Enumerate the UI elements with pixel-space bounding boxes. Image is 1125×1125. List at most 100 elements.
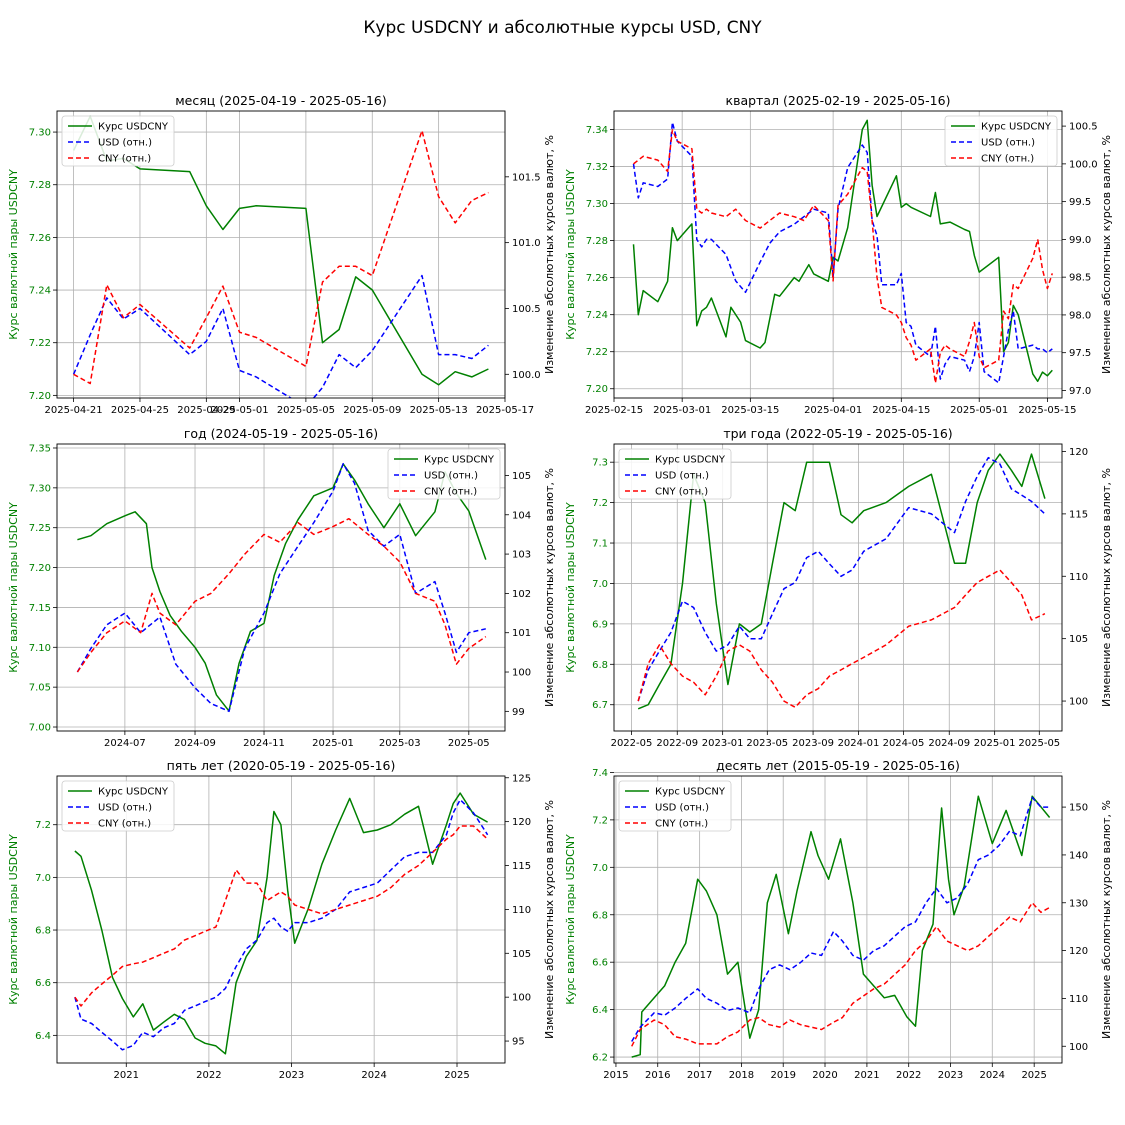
y-left-axis-label: Курс валютной пары USDCNY (564, 502, 577, 673)
y-left-tick-label: 6.4 (35, 1031, 51, 1042)
legend-label: Курс USDCNY (655, 787, 726, 798)
x-tick-label: 2021 (854, 1070, 879, 1081)
y-left-tick-label: 7.00 (29, 723, 51, 734)
series-line-cny (76, 517, 487, 673)
x-tick-label: 2025-02-15 (585, 405, 643, 416)
y-right-tick-label: 102 (512, 589, 531, 600)
x-tick-label: 2020 (812, 1070, 837, 1081)
x-tick-label: 2025-05 (1018, 738, 1060, 749)
y-right-tick-label: 101.5 (512, 172, 541, 183)
x-tick-label: 2025-03 (379, 738, 421, 749)
y-left-tick-label: 7.15 (29, 603, 51, 614)
y-right-axis-label: Изменение абсолютных курсов валют, % (543, 468, 556, 707)
x-tick-label: 2025-05-17 (476, 405, 534, 416)
subplot-4: три года (2022-05-19 - 2025-05-16) 2022-0… (564, 426, 1113, 749)
series-line-usd (74, 798, 489, 1051)
y-left-axis-label: Курс валютной пары USDCNY (7, 834, 20, 1005)
series-line-usd (76, 462, 486, 713)
y-right-tick-label: 105 (512, 471, 531, 482)
x-tick-label: 2025-03-01 (653, 405, 711, 416)
y-left-tick-label: 7.25 (29, 523, 51, 534)
y-right-tick-label: 100.0 (1069, 159, 1098, 170)
plot-frame (56, 775, 506, 1064)
y-left-tick-label: 7.20 (586, 384, 608, 395)
y-left-axis-label: Курс валютной пары USDCNY (564, 834, 577, 1005)
y-right-axis-label: Изменение абсолютных курсов валют, % (1100, 468, 1113, 707)
legend-box (61, 115, 175, 167)
y-right-tick-label: 98.5 (1069, 273, 1091, 284)
x-tick-label: 2025 (1021, 1070, 1046, 1081)
legend-label: CNY (отн.) (655, 487, 708, 498)
figure-title: Курс USDCNY и абсолютные курсы USD, CNY (363, 18, 762, 38)
plot-frame (613, 110, 1063, 399)
y-left-tick-label: 7.1 (592, 539, 608, 550)
y-left-axis-label: Курс валютной пары USDCNY (7, 502, 20, 673)
y-left-tick-label: 6.8 (35, 926, 51, 937)
y-left-tick-label: 7.34 (586, 125, 608, 136)
x-tick-label: 2025-05-05 (277, 405, 335, 416)
y-left-tick-label: 7.22 (586, 347, 608, 358)
y-left-tick-label: 6.8 (592, 660, 608, 671)
y-right-tick-label: 101.0 (512, 238, 541, 249)
y-left-tick-label: 7.28 (586, 236, 608, 247)
x-tick-label: 2015 (603, 1070, 628, 1081)
legend-label: Курс USDCNY (98, 122, 169, 133)
y-left-tick-label: 7.32 (586, 162, 608, 173)
y-right-tick-label: 103 (512, 550, 531, 561)
y-left-tick-label: 7.30 (29, 483, 51, 494)
y-right-tick-label: 104 (512, 510, 531, 521)
legend: Курс USDCNY USD (отн.) CNY (отн.) (387, 448, 501, 500)
y-left-tick-label: 6.2 (592, 1053, 608, 1064)
y-right-tick-label: 125 (512, 773, 531, 784)
y-right-tick-label: 100.0 (512, 370, 541, 381)
y-left-tick-label: 7.10 (29, 643, 51, 654)
series-line-usd (631, 796, 1050, 1042)
series-line-usd (637, 456, 1046, 702)
legend-label: USD (отн.) (98, 138, 152, 149)
x-tick-label: 2022 (196, 1070, 221, 1081)
legend: Курс USDCNY USD (отн.) CNY (отн.) (61, 780, 175, 832)
y-right-tick-label: 99 (512, 707, 525, 718)
x-tick-label: 2024-11 (243, 738, 285, 749)
legend-label: USD (отн.) (98, 803, 152, 814)
plot-frame (613, 443, 1063, 732)
y-right-tick-label: 95 (512, 1037, 525, 1048)
series-line-cny (631, 902, 1050, 1047)
x-tick-label: 2023-05 (746, 738, 788, 749)
y-left-tick-label: 7.20 (29, 563, 51, 574)
subplot-title: квартал (2025-02-19 - 2025-05-16) (726, 93, 951, 108)
series-line-usdcny (77, 463, 487, 712)
y-right-tick-label: 100.5 (512, 304, 541, 315)
y-right-tick-label: 110 (1069, 994, 1088, 1005)
y-left-tick-label: 6.7 (592, 700, 608, 711)
y-left-tick-label: 7.28 (29, 180, 51, 191)
y-left-tick-label: 7.2 (35, 820, 51, 831)
legend: Курс USDCNY USD (отн.) CNY (отн.) (618, 780, 732, 832)
series-group (632, 119, 1054, 384)
y-right-tick-label: 120 (1069, 946, 1088, 957)
subplot-title: год (2024-05-19 - 2025-05-16) (184, 426, 378, 441)
plot-frame (613, 775, 1063, 1064)
x-tick-label: 2025-01 (974, 738, 1016, 749)
y-right-axis-label: Изменение абсолютных курсов валют, % (1100, 800, 1113, 1039)
legend-label: Курс USDCNY (655, 455, 726, 466)
y-right-tick-label: 120 (512, 817, 531, 828)
legend-label: USD (отн.) (655, 803, 709, 814)
y-left-tick-label: 7.2 (592, 498, 608, 509)
x-tick-label: 2023-09 (792, 738, 834, 749)
x-tick-label: 2022 (896, 1070, 921, 1081)
x-tick-label: 2024-07 (104, 738, 146, 749)
y-right-axis-label: Изменение абсолютных курсов валют, % (1100, 135, 1113, 374)
y-left-tick-label: 6.4 (592, 1005, 608, 1016)
plot-frame (56, 443, 506, 732)
x-tick-label: 2025-04-25 (111, 405, 169, 416)
series-group (74, 792, 489, 1055)
series-line-cny (637, 569, 1046, 709)
y-right-tick-label: 105 (512, 949, 531, 960)
y-left-axis-label: Курс валютной пары USDCNY (564, 169, 577, 340)
y-left-tick-label: 7.3 (592, 458, 608, 469)
x-tick-label: 2024-05 (883, 738, 925, 749)
x-tick-label: 2016 (645, 1070, 670, 1081)
subplot-title: десять лет (2015-05-19 - 2025-05-16) (716, 758, 960, 773)
series-group (631, 795, 1051, 1058)
